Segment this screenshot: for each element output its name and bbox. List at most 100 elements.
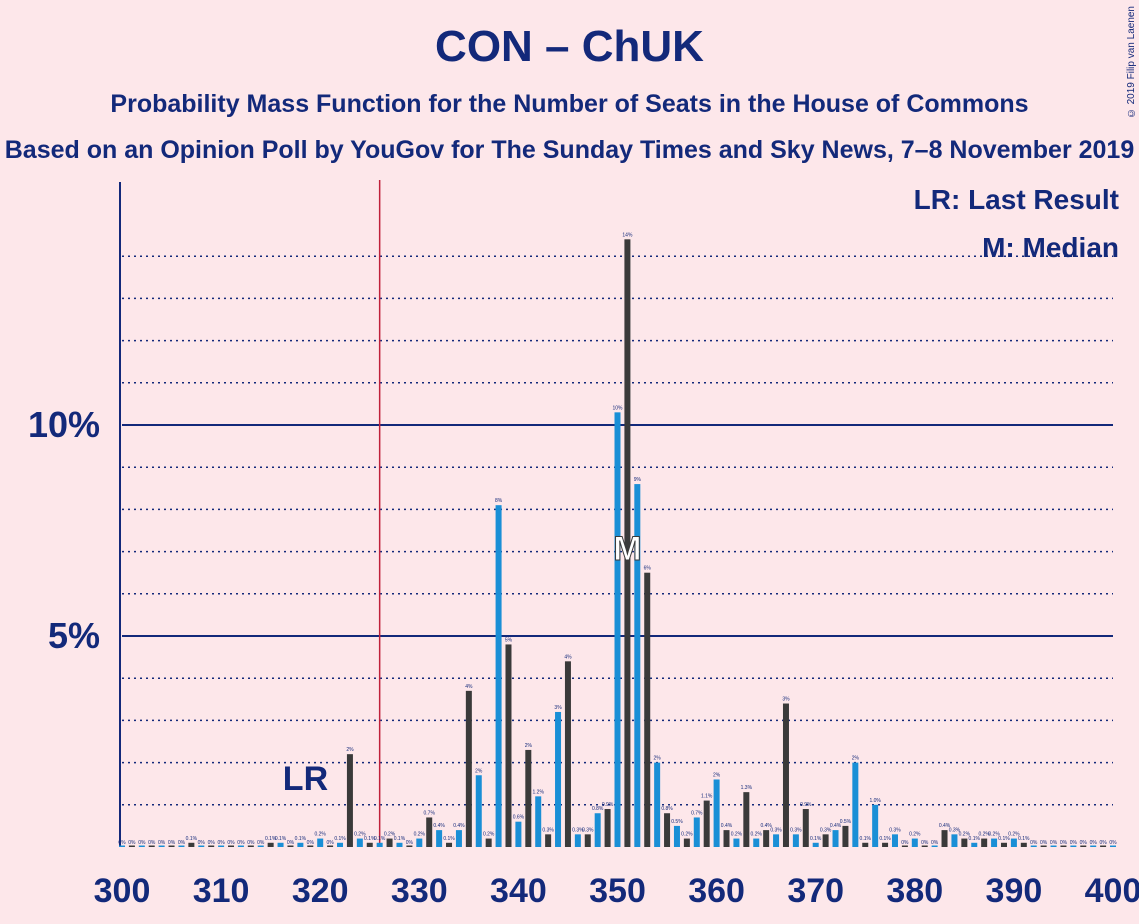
bar-label-seat-346: 0.3% bbox=[572, 827, 584, 833]
bar-seat-380 bbox=[911, 838, 918, 847]
bar-label-seat-302: 0% bbox=[138, 840, 146, 846]
bar-label-seat-383: 0.4% bbox=[939, 823, 951, 829]
bar-label-seat-377: 0.1% bbox=[879, 836, 891, 842]
bar-seat-341 bbox=[525, 749, 532, 847]
bar-seat-379 bbox=[901, 845, 908, 847]
bar-label-seat-364: 0.2% bbox=[751, 832, 763, 838]
y-tick-label: 10% bbox=[28, 404, 100, 445]
bar-seat-310 bbox=[218, 845, 225, 847]
bar-label-seat-362: 0.2% bbox=[731, 832, 743, 838]
bar-seat-312 bbox=[237, 845, 244, 847]
bar-seat-343 bbox=[545, 834, 552, 847]
bar-seat-304 bbox=[158, 845, 165, 847]
bar-label-seat-319: 0% bbox=[307, 840, 315, 846]
bar-seat-370 bbox=[812, 842, 819, 847]
bar-seat-311 bbox=[228, 845, 235, 847]
bar-label-seat-328: 0.1% bbox=[394, 836, 406, 842]
bar-label-seat-345: 4% bbox=[564, 654, 572, 660]
bar-seat-319 bbox=[307, 845, 314, 847]
bar-seat-395 bbox=[1060, 845, 1067, 847]
legend-last-result: LR: Last Result bbox=[913, 184, 1119, 215]
bar-seat-316 bbox=[277, 842, 284, 847]
bar-label-seat-369: 0.9% bbox=[800, 802, 812, 808]
bar-label-seat-400: 0% bbox=[1109, 840, 1117, 846]
bar-seat-327 bbox=[386, 838, 393, 847]
y-tick-label: 5% bbox=[48, 615, 100, 656]
x-tick-label: 370 bbox=[787, 872, 844, 910]
bar-seat-317 bbox=[287, 845, 294, 847]
bar-seat-389 bbox=[1000, 842, 1007, 847]
bar-label-seat-375: 0.1% bbox=[860, 836, 872, 842]
bar-label-seat-386: 0.1% bbox=[969, 836, 981, 842]
bar-seat-352 bbox=[634, 484, 641, 847]
bar-label-seat-305: 0% bbox=[168, 840, 176, 846]
bar-label-seat-352: 9% bbox=[634, 477, 642, 483]
bar-seat-383 bbox=[941, 830, 948, 847]
bar-seat-371 bbox=[822, 834, 829, 847]
bar-seat-391 bbox=[1020, 842, 1027, 847]
bar-seat-303 bbox=[148, 845, 155, 847]
bar-seat-358 bbox=[693, 817, 700, 847]
bar-label-seat-338: 8% bbox=[495, 498, 503, 504]
bar-label-seat-384: 0.3% bbox=[949, 827, 961, 833]
bar-seat-384 bbox=[951, 834, 958, 847]
x-tick-label: 300 bbox=[94, 872, 151, 910]
bar-label-seat-378: 0.3% bbox=[889, 827, 901, 833]
bar-label-seat-327: 0.2% bbox=[384, 832, 396, 838]
bar-label-seat-351: 14% bbox=[622, 232, 633, 238]
bar-seat-386 bbox=[971, 842, 978, 847]
bar-label-seat-301: 0% bbox=[128, 840, 136, 846]
bar-seat-339 bbox=[505, 644, 512, 847]
bar-label-seat-331: 0.7% bbox=[424, 810, 436, 816]
bar-seat-372 bbox=[832, 830, 839, 847]
bar-label-seat-300: 0% bbox=[118, 840, 126, 846]
bar-label-seat-367: 3% bbox=[782, 697, 790, 703]
bar-seat-342 bbox=[535, 796, 542, 847]
bar-seat-337 bbox=[485, 838, 492, 847]
bar-seat-356 bbox=[673, 825, 680, 847]
bar-seat-309 bbox=[208, 845, 215, 847]
bar-seat-365 bbox=[763, 830, 770, 847]
bar-label-seat-366: 0.3% bbox=[770, 827, 782, 833]
bar-seat-338 bbox=[495, 505, 502, 847]
bar-seat-330 bbox=[416, 838, 423, 847]
x-tick-label: 340 bbox=[490, 872, 547, 910]
bar-seat-335 bbox=[465, 690, 472, 847]
bar-label-seat-360: 2% bbox=[713, 772, 721, 778]
bar-label-seat-365: 0.4% bbox=[760, 823, 772, 829]
x-tick-label: 390 bbox=[986, 872, 1043, 910]
bar-label-seat-390: 0.2% bbox=[1008, 832, 1020, 838]
bar-label-seat-311: 0% bbox=[227, 840, 235, 846]
bar-seat-328 bbox=[396, 842, 403, 847]
bar-seat-368 bbox=[792, 834, 799, 847]
bar-seat-369 bbox=[802, 809, 809, 847]
bar-seat-348 bbox=[594, 813, 601, 847]
bar-seat-387 bbox=[981, 838, 988, 847]
bar-seat-349 bbox=[604, 809, 611, 847]
bar-label-seat-381: 0% bbox=[921, 840, 929, 846]
bar-label-seat-389: 0.1% bbox=[998, 836, 1010, 842]
bar-label-seat-394: 0% bbox=[1050, 840, 1058, 846]
bar-seat-399 bbox=[1100, 845, 1107, 847]
bar-seat-307 bbox=[188, 842, 195, 847]
bar-seat-313 bbox=[247, 845, 254, 847]
bar-seat-355 bbox=[664, 813, 671, 847]
bar-seat-388 bbox=[991, 838, 998, 847]
bar-seat-381 bbox=[921, 845, 928, 847]
bar-seat-382 bbox=[931, 845, 938, 847]
bar-seat-320 bbox=[317, 838, 324, 847]
bar-seat-351 bbox=[624, 239, 631, 847]
bar-label-seat-308: 0% bbox=[198, 840, 206, 846]
bar-label-seat-315: 0.1% bbox=[265, 836, 277, 842]
bar-label-seat-361: 0.4% bbox=[721, 823, 733, 829]
bar-seat-375 bbox=[862, 842, 869, 847]
bar-seat-366 bbox=[773, 834, 780, 847]
bar-label-seat-330: 0.2% bbox=[414, 832, 426, 838]
bar-label-seat-335: 4% bbox=[465, 684, 473, 690]
bar-label-seat-342: 1.2% bbox=[533, 789, 545, 795]
bar-label-seat-382: 0% bbox=[931, 840, 939, 846]
bar-seat-347 bbox=[584, 834, 591, 847]
bar-seat-324 bbox=[356, 838, 363, 847]
bar-seat-308 bbox=[198, 845, 205, 847]
